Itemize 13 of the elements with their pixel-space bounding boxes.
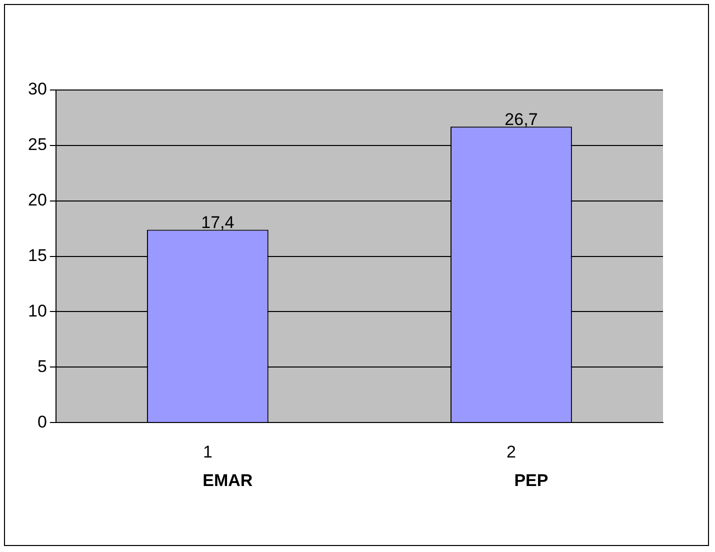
- text: EMAR: [202, 470, 253, 490]
- y-tick-label: 10: [28, 301, 47, 320]
- x-tick-label: 1: [202, 442, 212, 462]
- y-tick-label: 20: [28, 190, 47, 210]
- y-tick-label: 15: [28, 246, 47, 265]
- x-tick-label: 2: [506, 442, 516, 462]
- text: PEP: [514, 470, 548, 490]
- y-tick-label: 5: [37, 356, 47, 376]
- data-label: 17,4: [201, 212, 234, 232]
- y-tick-label: 25: [28, 135, 47, 154]
- y-tick-label: 30: [28, 80, 47, 99]
- y-tick-label: 0: [37, 412, 47, 432]
- data-label: 26,7: [504, 110, 538, 129]
